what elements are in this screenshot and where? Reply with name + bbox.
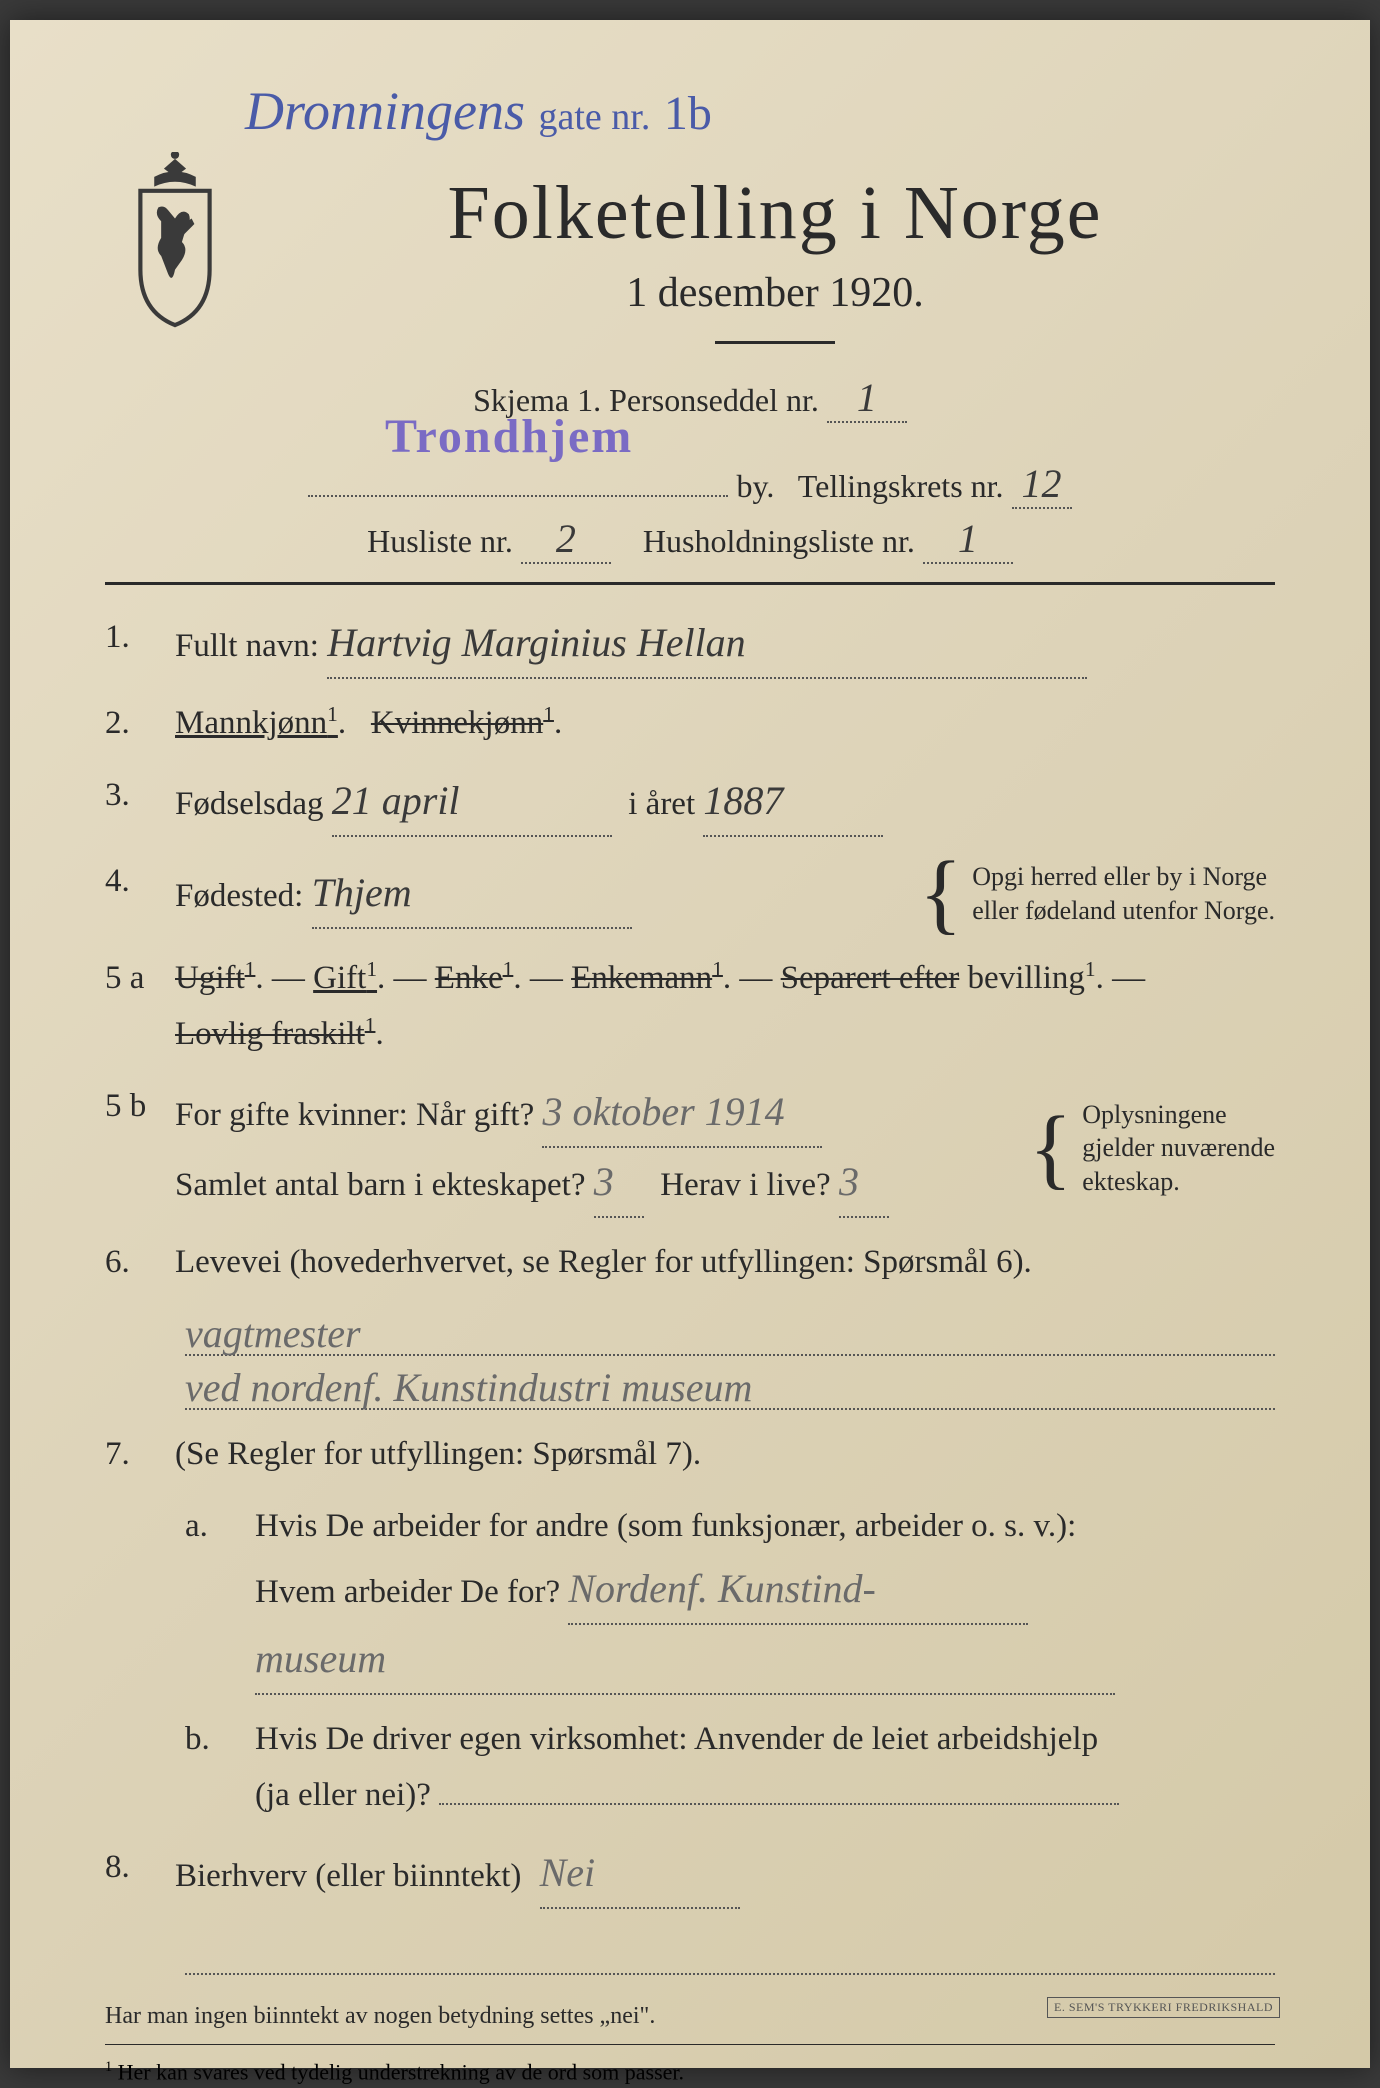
q8-value: Nei xyxy=(540,1839,740,1909)
q5a-ugift: Ugift1 xyxy=(175,960,255,996)
q7b-row: b. Hvis De driver egen virksomhet: Anven… xyxy=(105,1711,1275,1823)
header-row: Folketelling i Norge 1 desember 1920. xyxy=(105,152,1275,368)
q7a-text1: Hvis De arbeider for andre (som funksjon… xyxy=(255,1508,1076,1544)
brace-icon: { xyxy=(1029,1108,1072,1189)
q7a-text2: Hvem arbeider De for? xyxy=(255,1574,560,1610)
q5a-separert: Separert efter xyxy=(781,960,960,996)
street-name: Dronningens xyxy=(245,81,525,141)
street-header: Dronningens gate nr. 1b xyxy=(105,80,1275,142)
krets-nr: 12 xyxy=(1012,460,1072,509)
q7b-value xyxy=(439,1803,1119,1805)
q3-year: 1887 xyxy=(703,767,883,837)
q3-row: 3. Fødselsdag 21 april i året 1887 xyxy=(105,767,1275,837)
q2-mann: Mannkjønn1 xyxy=(175,705,338,741)
q5b-live: 3 xyxy=(839,1148,889,1218)
q5b-label3: Herav i live? xyxy=(660,1167,830,1203)
date-subtitle: 1 desember 1920. xyxy=(275,269,1275,317)
printer-mark: E. SEM'S TRYKKERI FREDRIKSHALD xyxy=(1047,1997,1280,2018)
q7a-row: a. Hvis De arbeider for andre (som funks… xyxy=(105,1498,1275,1694)
q3-label: Fødselsdag xyxy=(175,786,324,822)
personseddel-nr: 1 xyxy=(827,374,907,423)
husliste-label: Husliste nr. xyxy=(367,523,513,559)
q5a-row: 5 a Ugift1. — Gift1. — Enke1. — Enkemann… xyxy=(105,950,1275,1062)
q5b-barn: 3 xyxy=(594,1148,644,1218)
q7a-value: Nordenf. Kunstind- xyxy=(568,1555,1028,1625)
q2-row: 2. Mannkjønn1. Kvinnekjønn1. xyxy=(105,695,1275,751)
q7b-text1: Hvis De driver egen virksomhet: Anvender… xyxy=(255,1721,1098,1757)
q5b-note: Oplysningene gjelder nuværende ekteskap. xyxy=(1082,1098,1275,1199)
q5a-lovlig: Lovlig fraskilt1 xyxy=(175,1016,375,1052)
q7a-value2: museum xyxy=(255,1625,1115,1695)
q5a-enke: Enke1 xyxy=(435,960,514,996)
q4-value: Thjem xyxy=(312,859,632,929)
footnote-1: 1 Her kan svares ved tydelig understrekn… xyxy=(105,2059,1275,2085)
q5b-row: 5 b For gifte kvinner: Når gift? 3 oktob… xyxy=(105,1078,1275,1218)
q3-year-label: i året xyxy=(628,786,695,822)
q5a-gift: Gift1 xyxy=(313,960,377,996)
q6-line1: vagtmester xyxy=(185,1306,1275,1356)
q7-label: (Se Regler for utfyllingen: Spørsmål 7). xyxy=(175,1436,701,1472)
q3-day: 21 april xyxy=(332,767,612,837)
q8-label: Bierhverv (eller biinntekt) xyxy=(175,1858,521,1894)
husliste-nr: 2 xyxy=(521,515,611,564)
footnote-divider xyxy=(105,2044,1275,2045)
main-title: Folketelling i Norge xyxy=(275,170,1275,257)
title-block: Folketelling i Norge 1 desember 1920. xyxy=(275,152,1275,368)
q1-label: Fullt navn: xyxy=(175,628,319,664)
krets-label: Tellingskrets nr. xyxy=(798,468,1004,504)
q4-note: Opgi herred eller by i Norge eller fødel… xyxy=(972,860,1275,928)
q1-value: Hartvig Marginius Hellan xyxy=(327,609,1087,679)
q4-label: Fødested: xyxy=(175,878,303,914)
q1-row: 1. Fullt navn: Hartvig Marginius Hellan xyxy=(105,609,1275,679)
divider-heavy xyxy=(105,582,1275,585)
q5b-label2: Samlet antal barn i ekteskapet? xyxy=(175,1167,586,1203)
q7-row: 7. (Se Regler for utfyllingen: Spørsmål … xyxy=(105,1426,1275,1482)
q5b-label1: For gifte kvinner: Når gift? xyxy=(175,1097,534,1133)
hushold-nr: 1 xyxy=(923,515,1013,564)
census-form-page: Dronningens gate nr. 1b Folketelling i N… xyxy=(10,20,1370,2068)
by-label: by. xyxy=(736,468,774,504)
q6-label: Levevei (hovederhvervet, se Regler for u… xyxy=(175,1244,1032,1280)
q6-line2: ved nordenf. Kunstindustri museum xyxy=(185,1360,1275,1410)
q2-kvinne: Kvinnekjønn1 xyxy=(371,705,554,741)
q8-extra-line xyxy=(185,1925,1275,1975)
q7b-text2: (ja eller nei)? xyxy=(255,1777,431,1813)
gate-label: gate nr. xyxy=(539,96,651,138)
q5b-date: 3 oktober 1914 xyxy=(542,1078,822,1148)
brace-icon: { xyxy=(919,853,962,934)
street-number: 1b xyxy=(664,87,712,140)
city-stamp: Trondhjem xyxy=(385,409,633,464)
hushold-label: Husholdningsliste nr. xyxy=(643,523,915,559)
coat-of-arms-icon xyxy=(105,152,245,332)
meta-line-3: Husliste nr. 2 Husholdningsliste nr. 1 xyxy=(105,515,1275,564)
q5a-enkemann: Enkemann1 xyxy=(571,960,723,996)
q6-row: 6. Levevei (hovederhvervet, se Regler fo… xyxy=(105,1234,1275,1290)
title-divider xyxy=(715,341,835,344)
meta-line-2: by. Tellingskrets nr. 12 xyxy=(105,460,1275,509)
q8-row: 8. Bierhverv (eller biinntekt) Nei xyxy=(105,1839,1275,1909)
q4-row: 4. Fødested: Thjem { Opgi herred eller b… xyxy=(105,853,1275,934)
